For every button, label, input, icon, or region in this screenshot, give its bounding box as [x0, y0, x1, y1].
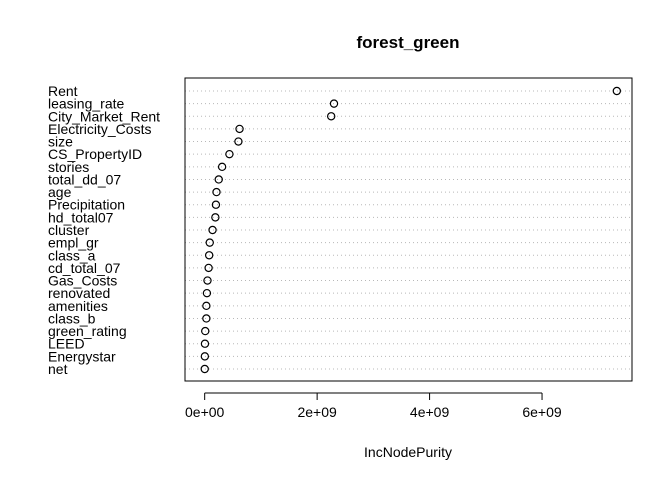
category-label: cd_total_07 — [48, 260, 121, 276]
x-axis-label: IncNodePurity — [364, 444, 452, 460]
category-label: class_a — [48, 247, 96, 263]
data-point — [225, 149, 234, 159]
data-point — [202, 288, 212, 298]
category-label: size — [48, 134, 73, 150]
category-label: class_b — [48, 310, 96, 326]
x-tick-label: 2e+09 — [297, 404, 337, 420]
category-label: total_dd_07 — [48, 171, 121, 187]
x-tick-label: 4e+09 — [410, 404, 450, 420]
data-point — [329, 99, 339, 108]
data-point — [202, 301, 211, 311]
category-label: cluster — [48, 222, 90, 238]
data-point — [211, 200, 221, 209]
data-point — [204, 263, 213, 273]
data-point — [214, 175, 223, 184]
data-point — [212, 187, 221, 197]
plot-frame — [184, 77, 633, 382]
data-point — [211, 213, 220, 222]
category-label: green_rating — [48, 323, 127, 339]
data-point — [326, 112, 336, 121]
data-point — [203, 276, 212, 285]
category-label: amenities — [48, 298, 108, 314]
category-label: hd_total07 — [48, 209, 114, 225]
category-label: renovated — [48, 285, 110, 301]
data-point — [202, 314, 211, 323]
data-point — [612, 86, 622, 96]
data-point — [234, 137, 243, 146]
category-label: Energystar — [48, 348, 116, 364]
category-label: CS_PropertyID — [48, 146, 142, 162]
category-label: Gas_Costs — [48, 273, 117, 289]
x-tick-label: 0e+00 — [185, 404, 225, 420]
data-point — [208, 225, 217, 235]
data-point — [235, 124, 244, 134]
chart-title: forest_green — [357, 33, 460, 52]
category-label: Rent — [48, 83, 78, 99]
data-point — [217, 162, 227, 172]
guide-lines — [185, 90, 632, 370]
category-label: leasing_rate — [48, 96, 124, 112]
category-label: stories — [48, 159, 89, 175]
category-label: age — [48, 184, 72, 200]
category-label: net — [48, 361, 68, 377]
category-label: City_Market_Rent — [48, 108, 160, 124]
category-label: Electricity_Costs — [48, 121, 151, 137]
data-point — [200, 352, 210, 361]
category-labels: Rentleasing_rateCity_Market_RentElectric… — [48, 83, 160, 377]
category-label: empl_gr — [48, 235, 99, 251]
category-label: LEED — [48, 336, 85, 352]
data-point — [200, 364, 209, 374]
data-point — [204, 251, 214, 260]
data-points — [200, 86, 622, 374]
data-point — [205, 238, 214, 247]
x-tick-label: 6e+09 — [522, 404, 562, 420]
category-label: Precipitation — [48, 197, 125, 213]
x-axis: 0e+00 2e+09 4e+09 6e+09 — [185, 392, 562, 420]
data-point — [201, 326, 210, 336]
data-point — [200, 339, 210, 348]
